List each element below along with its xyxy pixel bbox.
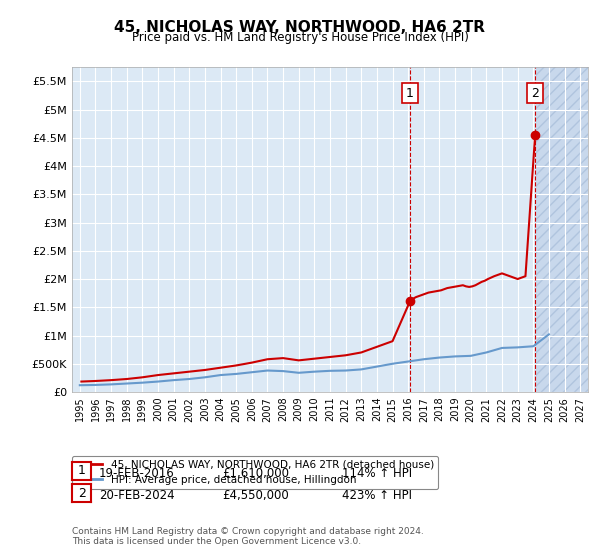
Text: Contains HM Land Registry data © Crown copyright and database right 2024.
This d: Contains HM Land Registry data © Crown c… (72, 526, 424, 546)
Text: 2: 2 (77, 487, 86, 500)
Text: £1,610,000: £1,610,000 (222, 466, 289, 480)
Bar (536, 67, 588, 392)
Text: 45, NICHOLAS WAY, NORTHWOOD, HA6 2TR: 45, NICHOLAS WAY, NORTHWOOD, HA6 2TR (115, 20, 485, 35)
Legend: 45, NICHOLAS WAY, NORTHWOOD, HA6 2TR (detached house), HPI: Average price, detac: 45, NICHOLAS WAY, NORTHWOOD, HA6 2TR (de… (72, 456, 438, 489)
Text: Price paid vs. HM Land Registry's House Price Index (HPI): Price paid vs. HM Land Registry's House … (131, 31, 469, 44)
Text: 19-FEB-2016: 19-FEB-2016 (99, 466, 175, 480)
Text: 1: 1 (406, 87, 414, 100)
Text: 114% ↑ HPI: 114% ↑ HPI (342, 466, 412, 480)
Text: 2: 2 (531, 87, 539, 100)
Text: 20-FEB-2024: 20-FEB-2024 (99, 489, 175, 502)
Text: 423% ↑ HPI: 423% ↑ HPI (342, 489, 412, 502)
Text: 1: 1 (77, 464, 86, 478)
Text: £4,550,000: £4,550,000 (222, 489, 289, 502)
